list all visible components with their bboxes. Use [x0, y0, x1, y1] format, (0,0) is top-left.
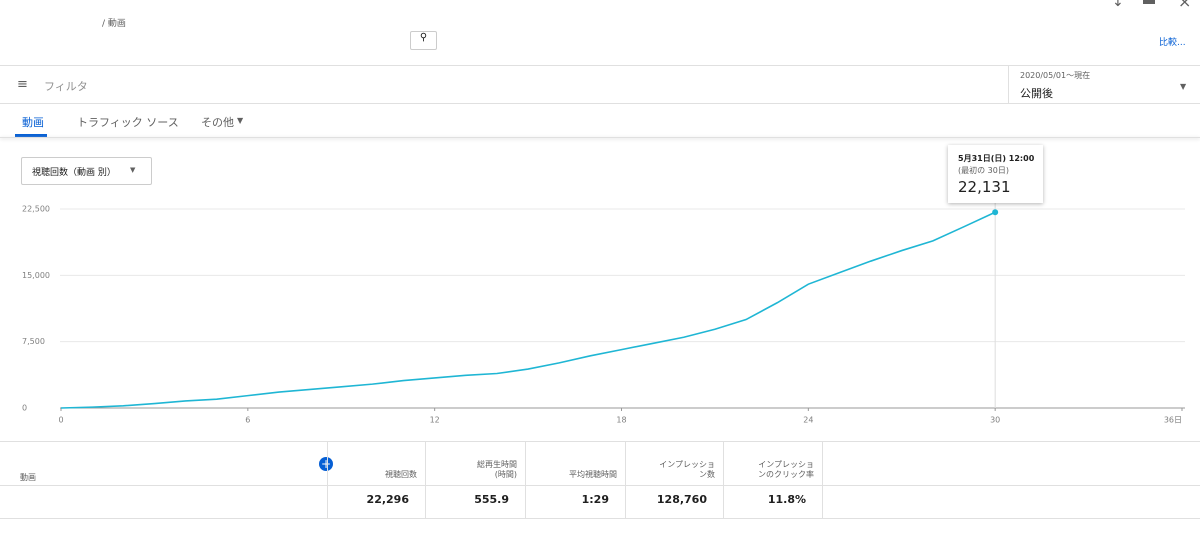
divider	[0, 103, 1200, 104]
total-cell: 128,760	[656, 493, 707, 506]
tab[interactable]: 動画	[22, 116, 44, 129]
divider	[0, 65, 1200, 66]
total-cell: 555.9	[474, 493, 509, 506]
add-column-button[interactable]: +	[319, 457, 333, 471]
tab-indicator	[15, 134, 47, 137]
chart: 0 7,500 15,000 22,500 0 6 12 18 24 30 36日	[22, 150, 1185, 425]
column-header[interactable]: 総再生時間 (時間)	[477, 460, 517, 479]
y-tick-label: 22,500	[22, 205, 50, 214]
x-tick-label: 18	[616, 416, 626, 425]
column-header[interactable]: 視聴回数	[385, 470, 417, 479]
y-tick-label: 15,000	[22, 271, 50, 280]
compare-link[interactable]: 比較...	[1159, 38, 1186, 48]
divider	[0, 485, 1200, 486]
column-header[interactable]: インプレッションのクリック率	[758, 460, 814, 479]
column-divider	[625, 441, 626, 518]
total-cell: 11.8%	[767, 493, 806, 506]
column-header[interactable]: インプレッション数	[659, 460, 715, 479]
x-tick-label: 6	[245, 416, 250, 425]
breadcrumb[interactable]: / 動画	[102, 19, 126, 29]
column-divider	[327, 441, 328, 518]
column-divider	[425, 441, 426, 518]
total-cell: 22,296	[366, 493, 409, 506]
hover-point	[992, 209, 999, 216]
column-divider	[525, 441, 526, 518]
filter-icon[interactable]: ≡	[17, 77, 28, 92]
search-button[interactable]: ⚲	[410, 31, 437, 50]
tooltip-period: (最初の 30日)	[958, 166, 1009, 175]
tab[interactable]: その他	[201, 116, 234, 129]
column-divider	[822, 441, 823, 518]
x-tick-label: 24	[803, 416, 813, 425]
tooltip-value: 22,131	[958, 178, 1011, 196]
x-tick-label: 0	[58, 416, 63, 425]
feedback-icon[interactable]	[1143, 0, 1155, 4]
download-icon[interactable]: ↧	[1112, 0, 1124, 10]
column-divider	[723, 441, 724, 518]
divider	[0, 518, 1200, 519]
tooltip: 5月31日(日) 12:00 (最初の 30日) 22,131	[948, 145, 1043, 203]
dropdown-arrow: ▼	[237, 116, 244, 125]
tab[interactable]: トラフィック ソース	[77, 116, 179, 129]
tooltip-date: 5月31日(日) 12:00	[958, 154, 1035, 163]
series-line	[60, 211, 996, 409]
metric-selector[interactable]: 視聴回数（動画 別） ▼	[21, 157, 152, 185]
divider	[0, 137, 1200, 138]
date-range[interactable]: 2020/05/01～現在	[1020, 71, 1091, 80]
y-tick-label: 0	[22, 404, 27, 413]
x-tick-label: 36日	[1164, 416, 1182, 425]
total-cell: 1:29	[581, 493, 609, 506]
column-header[interactable]: 平均視聴時間	[569, 470, 617, 479]
column-header: 動画	[20, 473, 36, 482]
metric-label: 視聴回数（動画 別）	[32, 168, 116, 178]
x-tick-label: 30	[990, 416, 1000, 425]
divider	[1008, 65, 1009, 103]
y-tick-label: 7,500	[22, 337, 45, 346]
filter-input[interactable]: フィルタ	[44, 80, 88, 93]
dropdown-arrow: ▼	[130, 166, 136, 174]
period[interactable]: 公開後	[1020, 87, 1053, 100]
close-icon[interactable]: ×	[1178, 0, 1192, 11]
divider	[0, 441, 1200, 442]
x-tick-label: 12	[430, 416, 440, 425]
dropdown-arrow: ▼	[1180, 82, 1187, 91]
